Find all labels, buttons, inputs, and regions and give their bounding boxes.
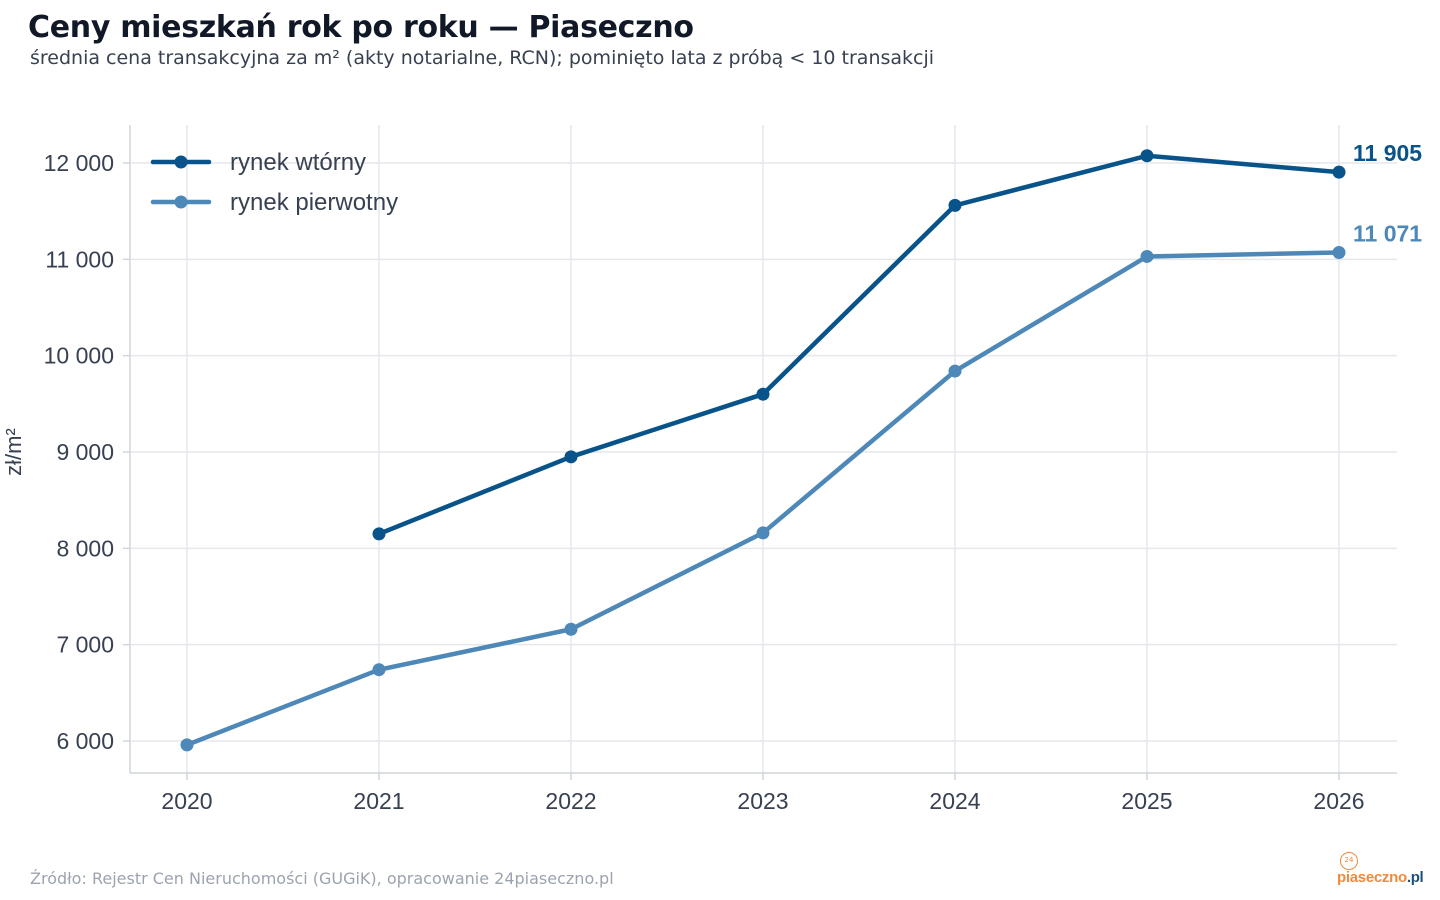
data-point bbox=[372, 663, 386, 677]
logo-tld: .pl bbox=[1406, 869, 1424, 886]
x-tick-label: 2021 bbox=[353, 788, 404, 814]
data-point bbox=[948, 198, 962, 212]
data-point bbox=[180, 738, 194, 752]
data-point bbox=[1332, 165, 1346, 179]
data-point bbox=[1140, 149, 1154, 163]
source-note: Źródło: Rejestr Cen Nieruchomości (GUGiK… bbox=[30, 869, 614, 888]
end-value-label: 11 071 bbox=[1353, 220, 1422, 246]
legend-label: rynek pierwotny bbox=[230, 189, 398, 216]
x-tick-label: 2026 bbox=[1313, 788, 1364, 814]
data-point bbox=[1140, 249, 1154, 263]
legend-label: rynek wtórny bbox=[230, 149, 366, 176]
data-point bbox=[756, 526, 770, 540]
y-tick-label: 12 000 bbox=[44, 150, 114, 176]
x-tick-label: 2023 bbox=[737, 788, 788, 814]
end-value-label: 11 905 bbox=[1353, 140, 1422, 166]
data-point bbox=[372, 527, 386, 541]
data-point bbox=[564, 622, 578, 636]
grid bbox=[130, 125, 1397, 773]
y-tick-label: 10 000 bbox=[44, 343, 114, 369]
y-tick-label: 6 000 bbox=[56, 728, 114, 754]
y-tick-label: 8 000 bbox=[56, 535, 114, 561]
logo-name: piaseczno bbox=[1337, 869, 1407, 886]
y-tick-label: 7 000 bbox=[56, 632, 114, 658]
legend-marker bbox=[174, 195, 188, 209]
axes: 6 000 7 000 8 000 9 000 10 000 11 000 12 000 20… bbox=[1, 125, 1397, 814]
data-point bbox=[948, 364, 962, 378]
logo-text: piaseczno.pl bbox=[1337, 869, 1424, 886]
y-tick-label: 9 000 bbox=[56, 439, 114, 465]
x-tick-label: 2020 bbox=[161, 788, 212, 814]
x-tick-label: 2025 bbox=[1121, 788, 1172, 814]
data-point bbox=[1332, 245, 1346, 259]
y-axis-label: zł/m² bbox=[1, 428, 26, 476]
data-point bbox=[756, 387, 770, 401]
chart-subtitle: średnia cena transakcyjna za m² (akty no… bbox=[30, 47, 935, 69]
legend-marker bbox=[174, 155, 188, 169]
series: 11 071 11 905 bbox=[180, 140, 1422, 752]
series-line bbox=[376, 153, 1342, 537]
site-logo[interactable]: 24 piaseczno.pl bbox=[1337, 852, 1424, 888]
x-tick-label: 2024 bbox=[929, 788, 980, 814]
data-point bbox=[564, 450, 578, 464]
y-tick-label: 11 000 bbox=[45, 246, 114, 272]
chart-title: Ceny mieszkań rok po roku — Piaseczno bbox=[28, 10, 694, 45]
x-tick-label: 2022 bbox=[545, 788, 596, 814]
logo-badge-icon: 24 bbox=[1340, 852, 1358, 870]
legend: rynek wtórny rynek pierwotny bbox=[150, 149, 398, 216]
